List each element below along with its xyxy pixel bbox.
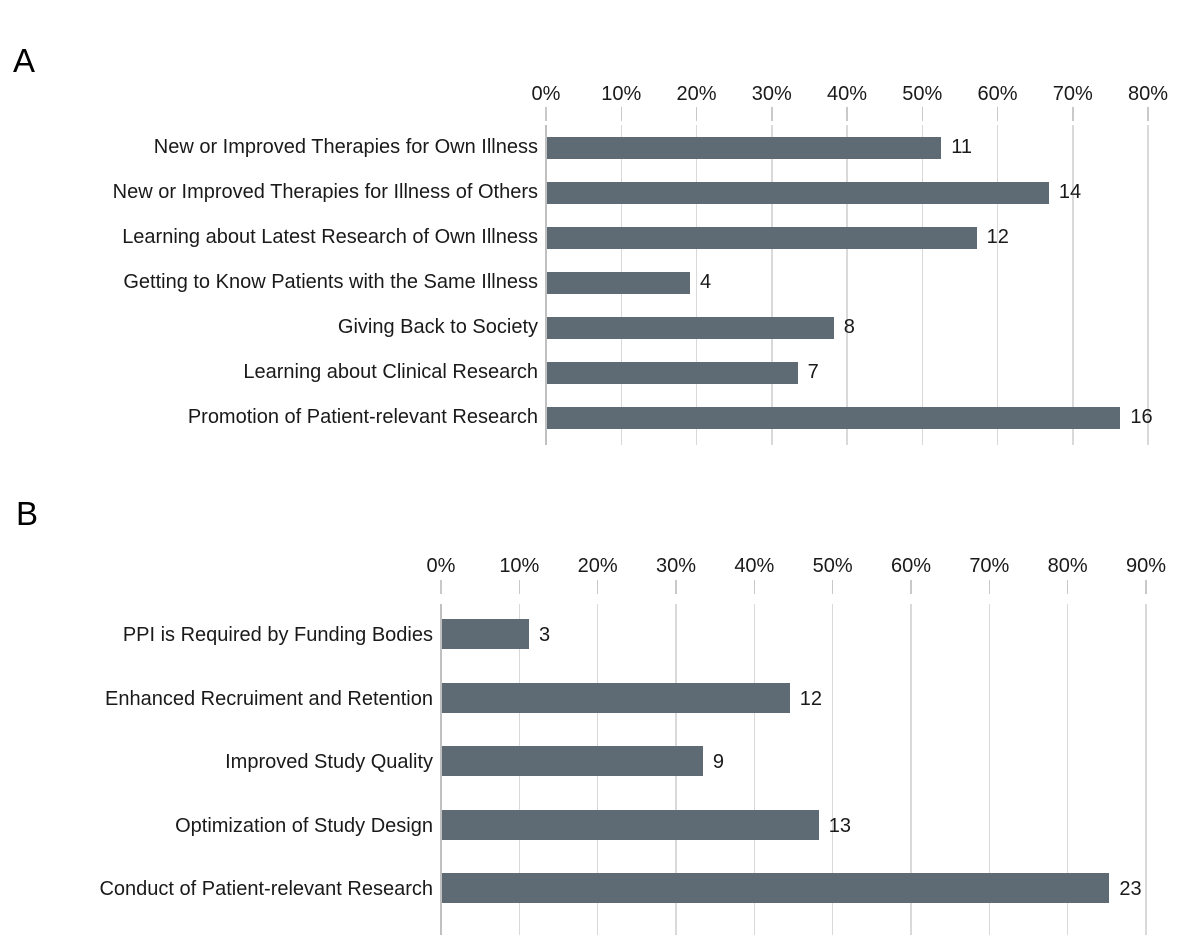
x-axis-tick-label: 70% bbox=[1052, 83, 1093, 105]
x-axis-tick-label: 30% bbox=[655, 555, 697, 577]
x-axis-tick-label: 50% bbox=[902, 83, 943, 105]
category-label: Improved Study Quality bbox=[225, 751, 433, 774]
gridline bbox=[988, 604, 991, 935]
axis-tick bbox=[771, 107, 773, 121]
x-axis-tick-label: 40% bbox=[826, 83, 868, 105]
bar bbox=[547, 272, 690, 294]
bar-value-label: 12 bbox=[799, 687, 823, 710]
gridline bbox=[1145, 604, 1147, 935]
gridline bbox=[846, 125, 848, 445]
axis-tick bbox=[620, 107, 622, 121]
bar bbox=[442, 619, 529, 649]
x-axis-tick-label: 60% bbox=[890, 555, 932, 577]
bar bbox=[442, 746, 703, 777]
panel-b-plot-area: 3 12 9 13 23 bbox=[440, 604, 1147, 935]
category-label: Getting to Know Patients with the Same I… bbox=[123, 271, 538, 293]
bar-value-label: 9 bbox=[712, 751, 724, 774]
axis-tick bbox=[996, 107, 999, 121]
x-axis-tick-label: 20% bbox=[676, 83, 717, 105]
bar bbox=[547, 137, 942, 159]
x-axis-tick-label: 10% bbox=[601, 83, 642, 105]
axis-tick bbox=[675, 580, 677, 594]
axis-tick bbox=[921, 107, 923, 121]
gridline bbox=[695, 125, 698, 445]
axis-tick bbox=[545, 107, 547, 121]
axis-tick bbox=[846, 107, 848, 121]
category-label: Giving Back to Society bbox=[337, 316, 538, 338]
bar bbox=[547, 407, 1121, 429]
bar bbox=[442, 682, 790, 713]
axis-tick bbox=[831, 580, 834, 594]
axis-tick bbox=[596, 580, 599, 594]
x-axis-tick-label: 60% bbox=[977, 83, 1018, 105]
gridline bbox=[1066, 604, 1069, 935]
axis-tick bbox=[1147, 107, 1149, 121]
gridline bbox=[921, 125, 923, 445]
gridline bbox=[1072, 125, 1074, 445]
bar bbox=[442, 809, 819, 840]
axis-tick bbox=[753, 580, 756, 594]
x-axis-tick-label: 0% bbox=[426, 555, 456, 577]
axis-tick bbox=[1072, 107, 1074, 121]
category-label: New or Improved Therapies for Illness of… bbox=[112, 181, 538, 203]
bar-value-label: 11 bbox=[951, 136, 973, 158]
gridline bbox=[1147, 125, 1149, 445]
x-axis-tick-label: 20% bbox=[577, 555, 618, 577]
category-label: Learning about Clinical Research bbox=[243, 361, 538, 383]
bar bbox=[442, 873, 1110, 904]
axis-tick bbox=[440, 580, 442, 594]
panel-b-label: B bbox=[16, 495, 39, 532]
axis-tick bbox=[910, 580, 912, 594]
bar-value-label: 13 bbox=[828, 814, 852, 837]
panel-a-plot-area: 11 14 12 4 8 7 16 bbox=[545, 125, 1153, 445]
x-axis-tick-label: 30% bbox=[751, 83, 792, 105]
axis-tick bbox=[695, 107, 698, 121]
category-label: Promotion of Patient-relevant Research bbox=[187, 406, 538, 428]
bar bbox=[547, 362, 798, 384]
x-axis-tick-label: 10% bbox=[499, 555, 540, 577]
bar-value-label: 8 bbox=[843, 316, 855, 338]
axis-tick bbox=[518, 580, 521, 594]
bar bbox=[547, 227, 977, 249]
gridline bbox=[771, 125, 773, 445]
y-axis-line bbox=[545, 125, 547, 445]
bar-value-label: 7 bbox=[807, 361, 819, 383]
category-label: Enhanced Recruiment and Retention bbox=[105, 687, 433, 710]
x-axis-tick-label: 70% bbox=[969, 555, 1010, 577]
bar-value-label: 3 bbox=[538, 624, 551, 646]
bar-value-label: 4 bbox=[699, 271, 712, 293]
bar-value-label: 23 bbox=[1119, 878, 1142, 901]
axis-tick bbox=[1145, 580, 1147, 594]
bar bbox=[547, 182, 1049, 204]
gridline bbox=[996, 125, 999, 445]
category-label: Conduct of Patient-relevant Research bbox=[99, 878, 433, 901]
category-label: Learning about Latest Research of Own Il… bbox=[122, 226, 538, 248]
x-axis-tick-label: 50% bbox=[812, 555, 853, 577]
bar-value-label: 14 bbox=[1058, 181, 1082, 203]
category-label: Optimization of Study Design bbox=[175, 814, 433, 837]
panel-a-label: A bbox=[13, 42, 36, 79]
x-axis-tick-label: 80% bbox=[1047, 555, 1088, 577]
gridline bbox=[910, 604, 912, 935]
x-axis-tick-label: 0% bbox=[531, 83, 561, 105]
gridline bbox=[753, 604, 756, 935]
category-label: PPI is Required by Funding Bodies bbox=[122, 624, 433, 646]
gridline bbox=[831, 604, 834, 935]
x-axis-tick-label: 90% bbox=[1125, 555, 1167, 577]
y-axis-line bbox=[440, 604, 442, 935]
bar-value-label: 12 bbox=[986, 226, 1009, 248]
category-label: New or Improved Therapies for Own Illnes… bbox=[153, 136, 538, 158]
bar-value-label: 16 bbox=[1130, 406, 1153, 428]
axis-tick bbox=[988, 580, 991, 594]
x-axis-tick-label: 80% bbox=[1127, 83, 1169, 105]
x-axis-tick-label: 40% bbox=[734, 555, 775, 577]
axis-tick bbox=[1066, 580, 1069, 594]
bar bbox=[547, 317, 834, 339]
